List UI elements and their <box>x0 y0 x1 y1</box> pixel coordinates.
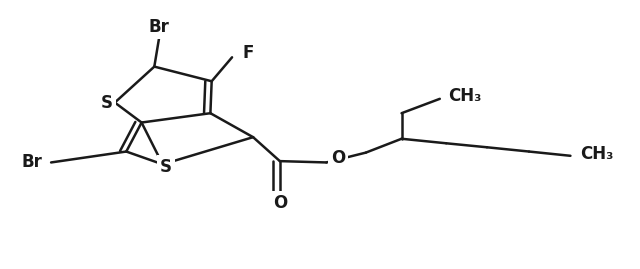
Text: O: O <box>331 149 345 167</box>
Text: CH₃: CH₃ <box>449 87 482 105</box>
Text: Br: Br <box>22 153 42 171</box>
Text: F: F <box>243 44 253 62</box>
Text: Br: Br <box>149 18 170 36</box>
Text: S: S <box>160 158 172 176</box>
Text: O: O <box>273 194 287 212</box>
Text: S: S <box>101 94 113 112</box>
Text: CH₃: CH₃ <box>580 145 614 163</box>
